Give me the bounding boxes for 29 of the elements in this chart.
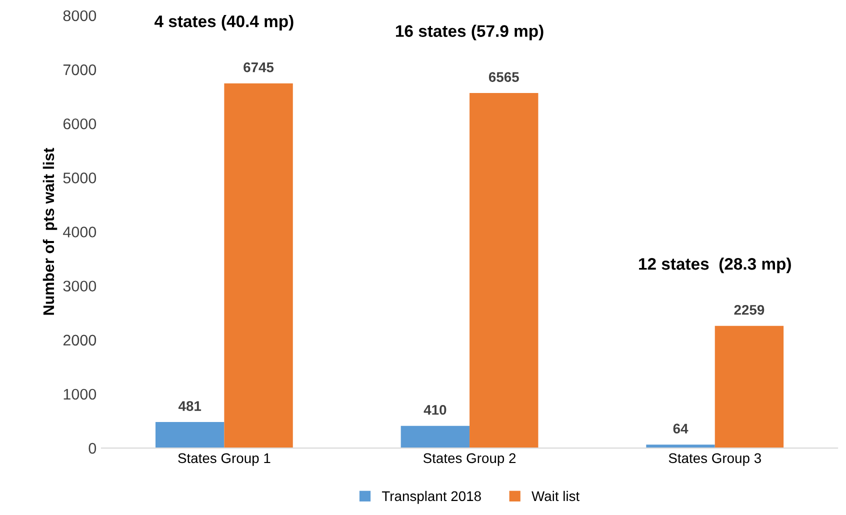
y-tick-label: 7000: [63, 64, 96, 76]
x-tick-label: States Group 1: [178, 453, 270, 466]
annotation: 4 states (40.4 mp): [154, 15, 294, 31]
y-tick-label: 4000: [63, 226, 96, 238]
y-tick-label: 1000: [64, 388, 96, 400]
y-tick-label: 0: [88, 442, 96, 454]
x-tick-label: States Group 3: [668, 453, 761, 466]
bar: [714, 326, 784, 448]
x-tick-label: States Group 2: [423, 453, 516, 466]
bar: [470, 93, 538, 448]
bar: [400, 426, 470, 448]
y-tick-label: 2000: [63, 334, 96, 346]
y-tick-label: 3000: [63, 280, 96, 292]
data-label: 410: [424, 404, 446, 415]
data-label: 481: [178, 401, 202, 411]
data-label: 2259: [734, 304, 764, 315]
y-axis-title: Number of pts wait list: [42, 148, 58, 315]
legend-label: Transplant 2018: [382, 490, 481, 504]
annotation: 16 states (57.9 mp): [396, 24, 544, 40]
y-tick-label: 8000: [63, 10, 96, 22]
y-tick-label: 5000: [63, 172, 96, 184]
data-label: 64: [673, 424, 688, 434]
data-label: 6565: [488, 72, 519, 82]
legend-label: Wait list: [532, 490, 580, 502]
annotation: 12 states (28.3 mp): [639, 258, 791, 274]
y-tick-label: 6000: [63, 118, 96, 130]
bar: [155, 422, 224, 448]
data-label: 6745: [244, 62, 274, 72]
bar: [224, 83, 293, 448]
